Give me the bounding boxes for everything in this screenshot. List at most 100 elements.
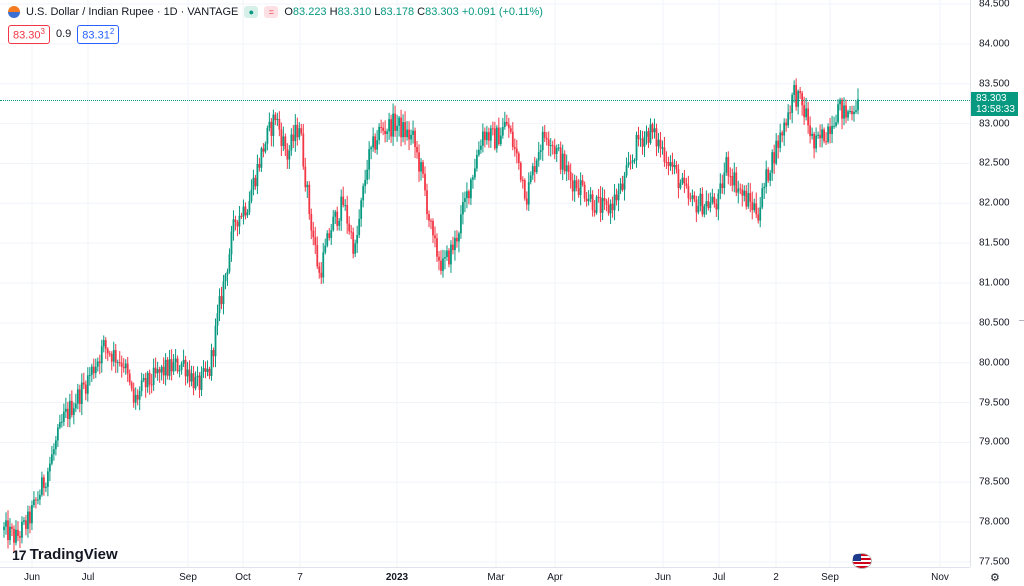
candle bbox=[444, 250, 446, 270]
candle bbox=[507, 117, 510, 138]
symbol-icon[interactable] bbox=[8, 6, 20, 18]
candle bbox=[575, 175, 578, 192]
candle bbox=[657, 133, 660, 153]
time-axis[interactable]: Jun Jul Sep Oct 7 2023 Mar Apr Jun Jul 2 Sep Nov bbox=[0, 567, 970, 586]
candle bbox=[146, 370, 149, 393]
candle bbox=[571, 173, 574, 201]
candle bbox=[300, 123, 303, 136]
candle bbox=[276, 112, 279, 126]
price-axis[interactable]: 84.500 84.000 83.500 83.000 82.500 82.000 81.5… bbox=[970, 0, 1024, 568]
candle bbox=[505, 114, 508, 127]
candle bbox=[246, 209, 249, 218]
candle bbox=[314, 226, 317, 254]
candle bbox=[312, 221, 315, 246]
candle bbox=[749, 182, 752, 213]
candle bbox=[669, 155, 672, 171]
candle bbox=[242, 199, 245, 225]
candle bbox=[767, 167, 770, 183]
price-tick-label: 83.500 bbox=[979, 78, 1010, 90]
candle bbox=[715, 198, 718, 217]
symbol-title[interactable]: U.S. Dollar / Indian Rupee · 1D · VANTAG… bbox=[26, 6, 239, 18]
symbol-legend: U.S. Dollar / Indian Rupee · 1D · VANTAG… bbox=[8, 6, 543, 18]
price-tick-label: 81.000 bbox=[979, 277, 1010, 289]
candle bbox=[21, 516, 23, 544]
alert-icon[interactable]: = bbox=[264, 6, 279, 18]
candle bbox=[795, 78, 798, 111]
candle bbox=[619, 178, 622, 195]
eye-icon[interactable]: ● bbox=[244, 6, 259, 18]
candle bbox=[845, 99, 847, 124]
candle bbox=[789, 105, 792, 120]
candle bbox=[677, 164, 680, 199]
candle bbox=[382, 122, 385, 136]
candle bbox=[262, 143, 265, 158]
candle bbox=[112, 341, 115, 367]
candle bbox=[78, 384, 81, 413]
candle bbox=[23, 517, 25, 525]
candle bbox=[737, 180, 740, 204]
candle bbox=[679, 179, 682, 190]
us-flag-icon[interactable] bbox=[852, 553, 872, 569]
candle bbox=[148, 369, 151, 395]
candle bbox=[603, 189, 606, 210]
candle bbox=[140, 372, 143, 397]
candle bbox=[176, 355, 179, 374]
candle bbox=[224, 272, 227, 290]
candle bbox=[122, 358, 125, 373]
candle bbox=[537, 141, 540, 167]
candle bbox=[338, 217, 341, 231]
candle bbox=[396, 114, 398, 142]
time-tick-label: Mar bbox=[487, 572, 505, 583]
candle bbox=[517, 151, 520, 170]
candle bbox=[45, 482, 47, 493]
last-price-label: 83.303 13:58:33 bbox=[971, 92, 1018, 116]
time-tick-label: Sep bbox=[179, 572, 197, 583]
candle bbox=[523, 178, 526, 201]
candle bbox=[434, 226, 436, 248]
candle bbox=[771, 149, 774, 181]
candle bbox=[94, 358, 97, 379]
candle bbox=[308, 181, 311, 220]
price-tick-label: 79.000 bbox=[979, 436, 1010, 448]
candle bbox=[364, 169, 367, 194]
candlestick-chart[interactable] bbox=[0, 0, 970, 567]
tradingview-logo[interactable]: 17 TradingView bbox=[12, 546, 118, 563]
candle bbox=[533, 156, 536, 183]
settings-icon[interactable]: ⚙ bbox=[990, 572, 1000, 584]
candle bbox=[621, 175, 624, 192]
candle bbox=[76, 383, 79, 410]
candle bbox=[302, 123, 305, 170]
candle bbox=[356, 225, 359, 253]
price-tick-label: 81.500 bbox=[979, 237, 1010, 249]
chart-area[interactable] bbox=[0, 0, 970, 567]
candle bbox=[759, 197, 762, 228]
candle bbox=[577, 179, 580, 198]
buy-button[interactable]: 83.312 bbox=[77, 25, 120, 44]
candle bbox=[557, 143, 560, 152]
candle bbox=[258, 157, 261, 172]
candle bbox=[33, 491, 35, 508]
candle bbox=[400, 109, 402, 147]
candle bbox=[412, 120, 414, 144]
candle bbox=[475, 149, 478, 172]
candle bbox=[180, 361, 183, 375]
sell-button[interactable]: 83.303 bbox=[8, 25, 50, 44]
time-tick-label: Oct bbox=[235, 572, 251, 583]
candle bbox=[90, 363, 93, 382]
candle bbox=[539, 144, 542, 160]
candle bbox=[426, 183, 428, 220]
candle bbox=[254, 174, 257, 190]
candle bbox=[503, 111, 506, 130]
ohlc-values: O83.223 H83.310 L83.178 C83.303 +0.091 (… bbox=[284, 6, 543, 18]
candle bbox=[178, 365, 181, 378]
candle bbox=[587, 190, 590, 206]
candle bbox=[473, 158, 476, 181]
candle bbox=[470, 177, 472, 206]
candle bbox=[853, 105, 855, 122]
candle bbox=[296, 117, 299, 146]
candle bbox=[625, 157, 628, 178]
candle bbox=[424, 166, 426, 196]
candle bbox=[156, 361, 159, 381]
candle bbox=[743, 185, 746, 202]
candle bbox=[192, 366, 195, 396]
